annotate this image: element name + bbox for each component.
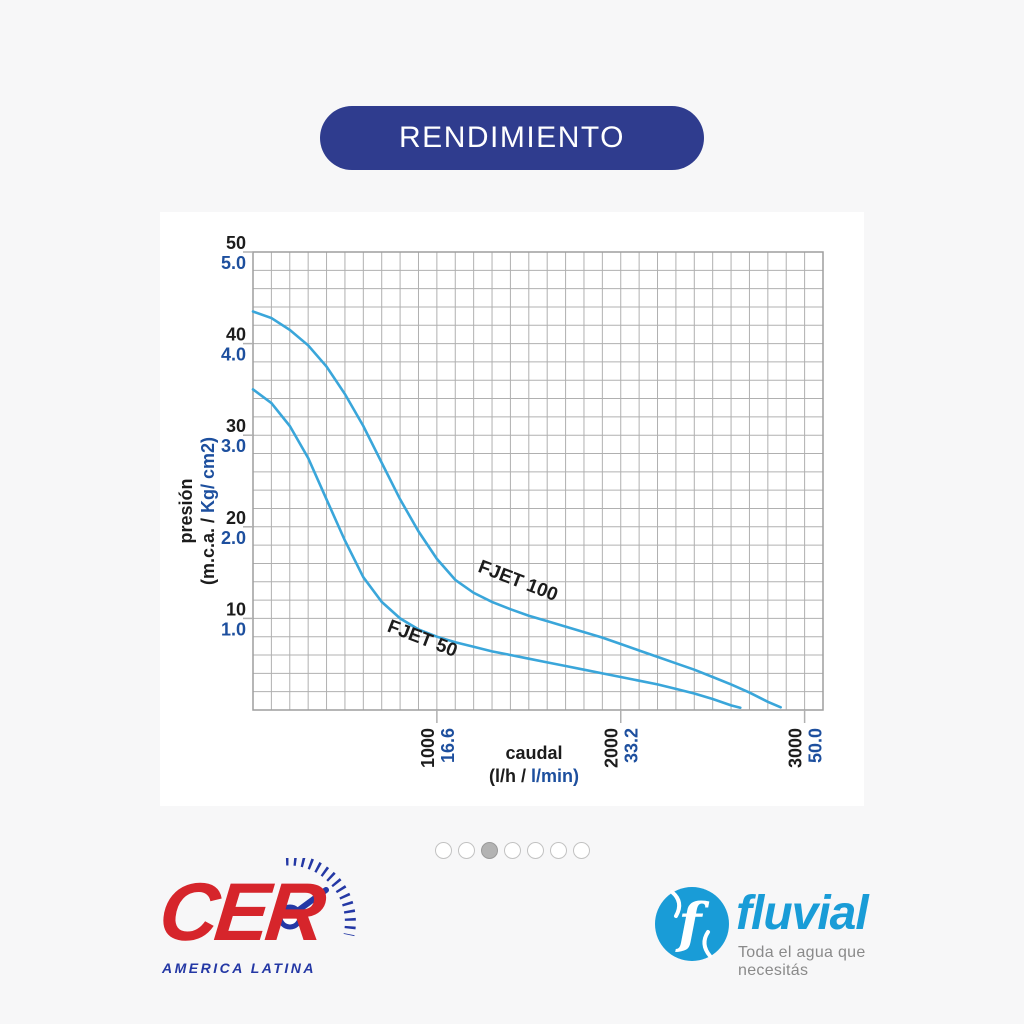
y-axis-title-line1: presión [176, 478, 196, 543]
curve-fjet-100 [251, 310, 782, 709]
y-axis-title-line2: (m.c.a. / Kg/ cm2) [198, 437, 218, 585]
fluvial-icon: f [655, 887, 729, 961]
plot-frame [252, 251, 824, 711]
carousel-dot-6[interactable] [572, 841, 590, 859]
x-tick-label-lh: 2000 [602, 728, 622, 768]
carousel-dot-0[interactable] [434, 841, 452, 859]
fluvial-tagline: Toda el agua que necesitás [738, 944, 866, 979]
carousel-dot-4[interactable] [526, 841, 544, 859]
x-tick-label-lmin: 50.0 [806, 728, 826, 763]
y-tick-label-kg: 3.0 [221, 436, 246, 456]
y-tick-label-kg: 5.0 [221, 253, 246, 273]
cer-logo: CER AMERICA LATINA [155, 858, 378, 986]
carousel-dot-5[interactable] [549, 841, 567, 859]
fluvial-logo: f fluvial Toda el agua que necesitás [654, 882, 914, 982]
fluvial-wordmark: fluvial [736, 887, 869, 940]
y-tick-label-kg: 4.0 [221, 345, 246, 365]
y-tick-label-mca: 10 [226, 599, 246, 619]
gauge-icon [277, 858, 356, 937]
cer-wordmark: CER [155, 867, 326, 958]
section-title-pill: RENDIMIENTO [320, 106, 704, 170]
cer-subtitle: AMERICA LATINA [162, 960, 316, 976]
carousel-dot-3[interactable] [503, 841, 521, 859]
carousel-dots [0, 840, 1024, 860]
x-axis-title-line1: caudal [505, 743, 562, 763]
y-tick-label-mca: 50 [226, 233, 246, 253]
curve-fjet-50 [251, 388, 742, 709]
y-tick-label-mca: 20 [226, 508, 246, 528]
y-tick-label-kg: 1.0 [221, 619, 246, 639]
x-tick-label-lmin: 16.6 [438, 728, 458, 763]
x-axis-title-line2: (l/h / l/min) [489, 766, 579, 786]
performance-chart: 505.0 404.0 303.0 202.0 101.0 1000 16.6 2000 33.… [176, 233, 826, 786]
performance-chart-card: 50 5.0 40 4.0 30 3.0 20 2.0 10 1.0 1000 16.6 2000 33.… [160, 212, 864, 806]
x-tick-label-lh: 1000 [418, 728, 438, 768]
y-tick-label-mca: 40 [226, 325, 246, 345]
y-tick-label-mca: 30 [226, 416, 246, 436]
x-tick-label-lmin: 33.2 [622, 728, 642, 763]
carousel-dot-2[interactable] [480, 841, 498, 859]
y-tick-label-kg: 2.0 [221, 528, 246, 548]
carousel-dot-1[interactable] [457, 841, 475, 859]
x-tick-label-lh: 3000 [786, 728, 806, 768]
section-title: RENDIMIENTO [399, 121, 625, 154]
